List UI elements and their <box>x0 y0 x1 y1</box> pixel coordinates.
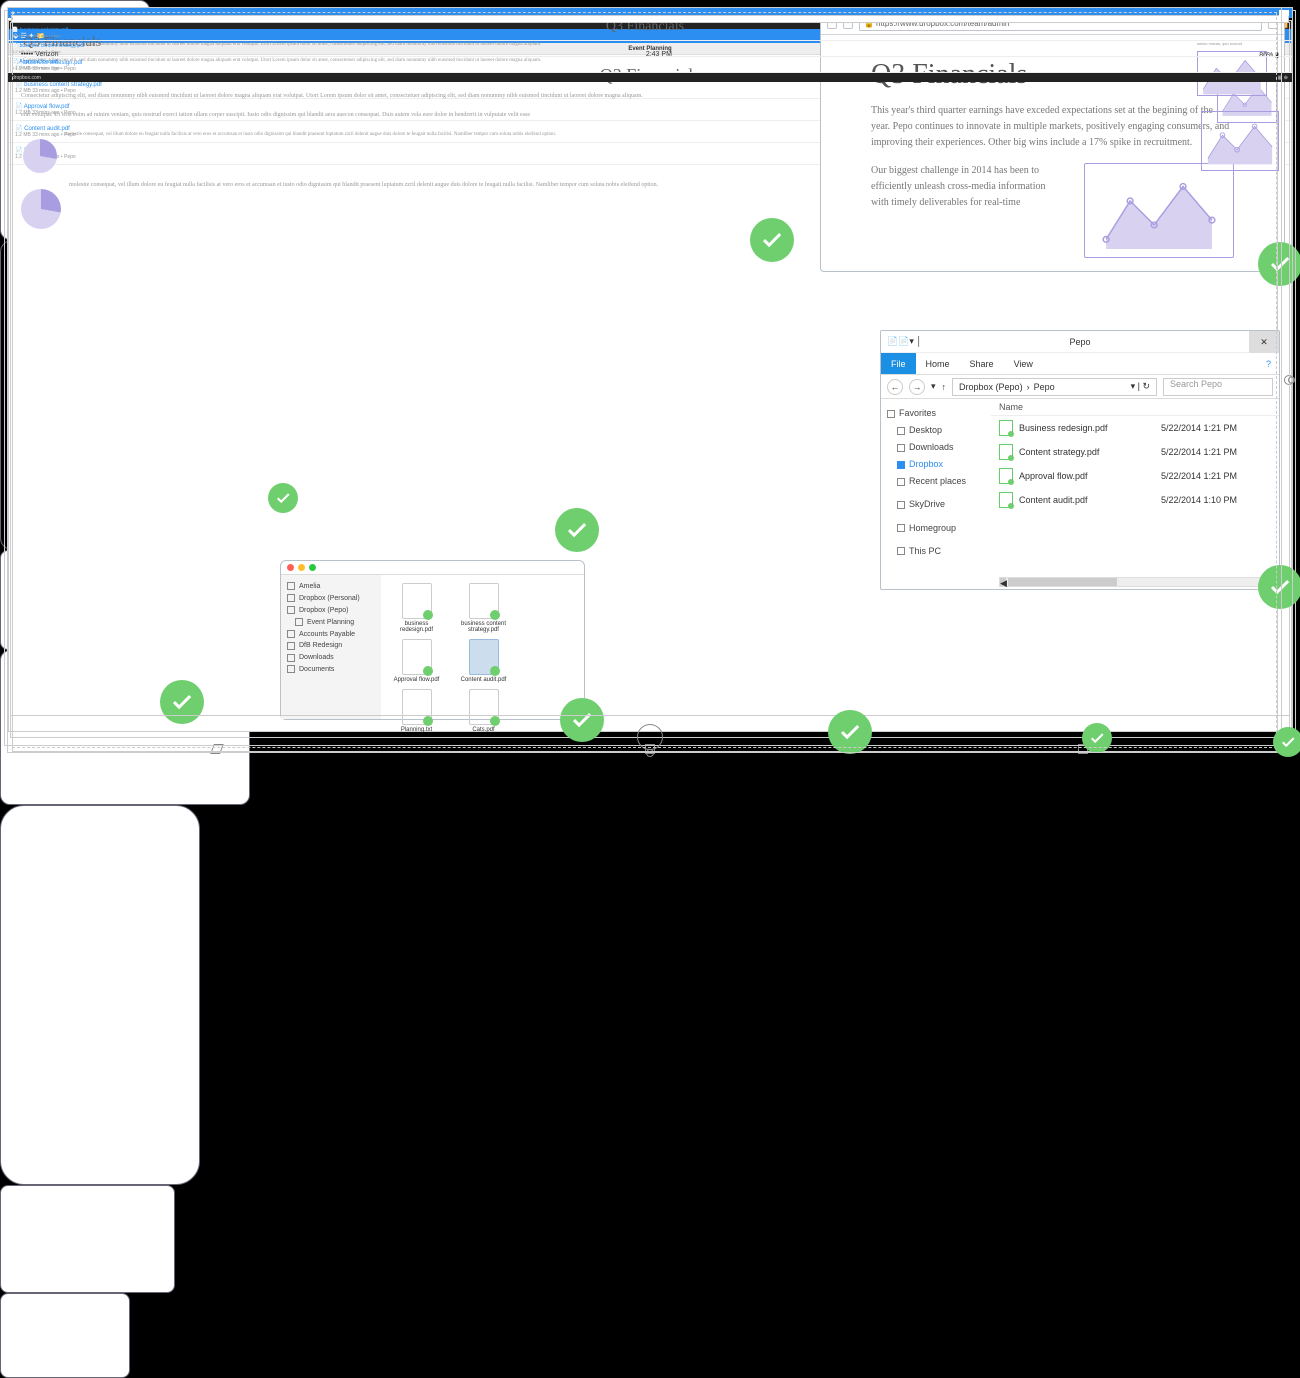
android-tablet-landscape: ⬙ 📄 business redesign.pdf1.2 MB 33 mins … <box>0 1185 175 1293</box>
home-button[interactable] <box>1288 377 1295 384</box>
iphone-large: ••••• Verizon2:43 PM86% ▮ Q3 Financials … <box>0 805 200 1185</box>
check-icon <box>1273 727 1300 757</box>
tablet-blank <box>0 1293 130 1378</box>
